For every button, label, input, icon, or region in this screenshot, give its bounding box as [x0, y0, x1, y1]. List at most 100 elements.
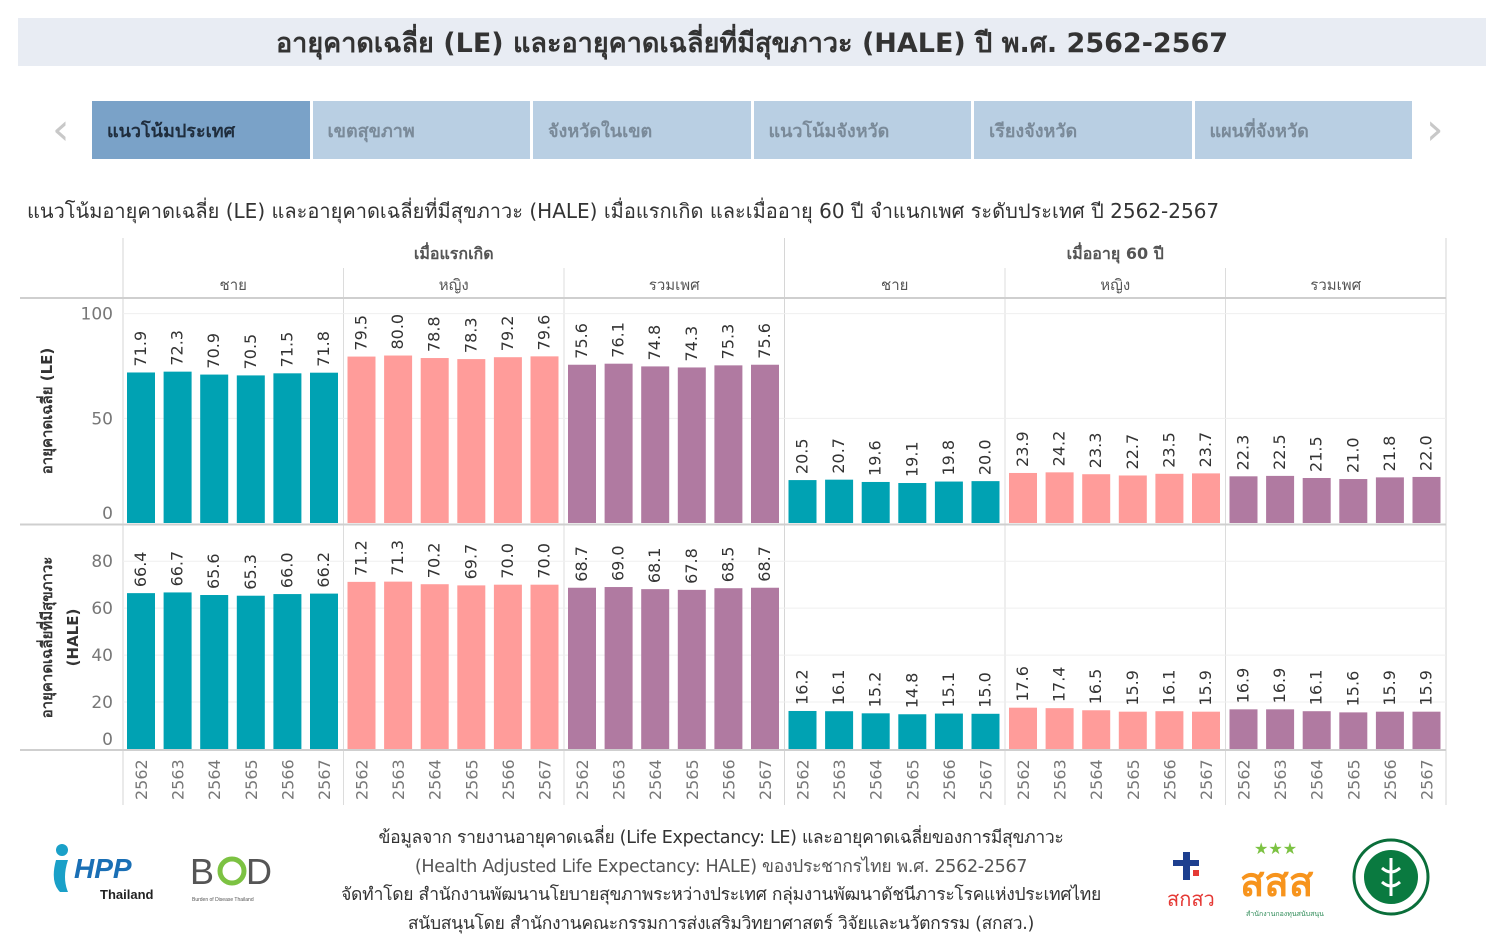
data-label: 19.6: [866, 440, 885, 476]
bar: [861, 481, 890, 523]
data-label: 17.4: [1050, 667, 1069, 703]
bar: [1009, 707, 1037, 749]
data-label: 68.7: [755, 546, 774, 582]
sex-header: หญิง: [1100, 276, 1130, 294]
data-label: 71.3: [388, 540, 407, 576]
y-axis-label: อายุคาดเฉลี่ยที่มีสุขภาวะ: [36, 557, 57, 719]
x-tick-label: 2565: [903, 759, 922, 800]
x-tick-label: 2565: [462, 759, 481, 800]
bar: [641, 589, 670, 749]
x-tick-label: 2566: [499, 759, 518, 800]
data-label: 20.0: [976, 440, 995, 476]
x-tick-label: 2564: [1308, 759, 1327, 800]
y-tick-label: 80: [91, 552, 113, 572]
data-label: 22.7: [1123, 434, 1142, 470]
data-label: 23.9: [1013, 431, 1032, 467]
bar: [127, 372, 155, 523]
bar: [1192, 711, 1220, 749]
bar: [1412, 711, 1441, 749]
data-label: 70.0: [498, 543, 517, 579]
bar: [1118, 475, 1147, 523]
data-label: 22.3: [1234, 435, 1253, 471]
bar: [273, 373, 302, 523]
thaihealth-logo: ★★★ สสส สำนักงานกองทุนสนับสนุน: [1240, 838, 1335, 920]
x-tick-label: 2565: [242, 759, 261, 800]
bar: [1192, 473, 1220, 523]
x-tick-label: 2563: [610, 759, 629, 800]
data-label: 68.1: [645, 548, 664, 584]
tab-national-trend[interactable]: แนวโน้มประเทศ: [92, 101, 310, 159]
bar: [347, 356, 376, 523]
data-label: 69.7: [461, 544, 480, 580]
tab-bar: แนวโน้มประเทศ เขตสุขภาพ จังหวัดในเขต แนว…: [92, 101, 1412, 159]
x-tick-label: 2565: [1344, 759, 1363, 800]
svg-text:สกสว: สกสว: [1167, 887, 1215, 910]
tab-provinces-in-region[interactable]: จังหวัดในเขต: [533, 101, 751, 159]
bar: [714, 365, 743, 523]
data-label: 15.0: [976, 672, 995, 708]
tab-province-trend[interactable]: แนวโน้มจังหวัด: [753, 101, 971, 159]
bar: [1155, 473, 1184, 523]
tab-health-region[interactable]: เขตสุขภาพ: [312, 101, 530, 159]
column-group-header: เมื่ออายุ 60 ปี: [1067, 242, 1164, 264]
x-tick-label: 2563: [830, 759, 849, 800]
data-label: 19.1: [902, 441, 921, 477]
bar: [236, 375, 265, 523]
x-tick-label: 2566: [940, 759, 959, 800]
column-group-header: เมื่อแรกเกิด: [414, 242, 494, 263]
data-label: 19.8: [939, 440, 958, 476]
chevron-left-icon[interactable]: ‹: [52, 104, 70, 155]
x-tick-label: 2564: [1087, 759, 1106, 800]
x-tick-label: 2567: [536, 759, 555, 800]
tab-province-map[interactable]: แผนที่จังหวัด: [1194, 101, 1412, 159]
sex-header: รวมเพศ: [1310, 276, 1361, 294]
data-label: 16.1: [1307, 670, 1326, 706]
bar: [1009, 472, 1037, 523]
bar: [420, 584, 449, 749]
bar: [493, 357, 522, 523]
x-tick-label: 2564: [205, 759, 224, 800]
data-label: 15.6: [1343, 671, 1362, 707]
bar: [568, 587, 596, 749]
footer-source-line2: (Health Adjusted Life Expectancy: HALE) …: [414, 857, 1028, 877]
data-label: 16.9: [1270, 668, 1289, 704]
data-label: 78.8: [425, 316, 444, 352]
data-label: 66.7: [168, 551, 187, 587]
footer-prepared-by: จัดทำโดย สำนักงานพัฒนานโยบายสุขภาพระหว่า…: [341, 885, 1101, 905]
bar: [493, 584, 522, 749]
data-label: 79.6: [535, 315, 554, 351]
data-label: 72.3: [168, 330, 187, 366]
x-tick-label: 2567: [977, 759, 996, 800]
bar: [1412, 476, 1441, 523]
bar: [1082, 710, 1111, 749]
bar: [1266, 709, 1295, 749]
bar: [200, 374, 229, 523]
y-tick-label: 60: [91, 599, 113, 619]
bar: [310, 372, 338, 523]
data-label: 15.2: [866, 672, 885, 708]
x-tick-label: 2567: [1197, 759, 1216, 800]
x-tick-label: 2562: [1014, 759, 1033, 800]
ihpp-logo: HPP Thailand: [48, 842, 173, 902]
bar: [788, 480, 817, 523]
bar: [1045, 472, 1074, 523]
svg-text:HPP: HPP: [74, 853, 132, 884]
tab-province-ranking[interactable]: เรียงจังหวัด: [974, 101, 1192, 159]
bar: [604, 587, 633, 749]
bar: [236, 595, 265, 749]
data-label: 22.5: [1270, 434, 1289, 470]
data-label: 16.5: [1086, 669, 1105, 705]
bar: [200, 595, 229, 749]
bar: [568, 364, 596, 523]
x-tick-label: 2566: [1160, 759, 1179, 800]
bar: [677, 367, 706, 523]
bar: [310, 593, 338, 749]
chevron-right-icon[interactable]: ›: [1426, 104, 1444, 155]
y-tick-label: 100: [81, 305, 113, 325]
data-label: 67.8: [682, 548, 701, 584]
data-label: 68.7: [572, 546, 591, 582]
svg-text:Thailand: Thailand: [100, 887, 154, 902]
data-label: 80.0: [388, 314, 407, 350]
x-tick-label: 2562: [794, 759, 813, 800]
